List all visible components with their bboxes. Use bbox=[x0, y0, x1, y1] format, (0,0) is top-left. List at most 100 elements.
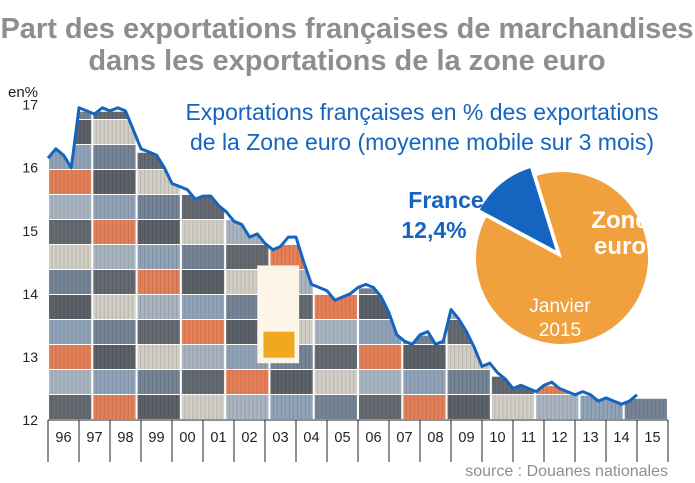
pie-slice-france bbox=[479, 168, 556, 251]
container-block bbox=[359, 395, 402, 419]
container-block bbox=[226, 245, 269, 269]
container-block bbox=[403, 395, 446, 419]
container-block bbox=[49, 295, 92, 319]
container-block bbox=[359, 370, 402, 394]
y-axis-ticks: 12 13 14 15 16 17 bbox=[22, 97, 38, 428]
container-block bbox=[93, 320, 136, 344]
container-block bbox=[314, 345, 357, 369]
x-tick-label: 10 bbox=[489, 430, 505, 446]
container-block bbox=[137, 395, 180, 419]
x-tick-label: 09 bbox=[458, 430, 474, 446]
container-block bbox=[137, 245, 180, 269]
container-block bbox=[181, 370, 225, 394]
x-tick-label: 97 bbox=[86, 430, 102, 446]
container-block bbox=[93, 120, 136, 144]
x-tick-label: 03 bbox=[272, 430, 288, 446]
x-tick-label: 05 bbox=[334, 430, 350, 446]
container-block bbox=[314, 370, 357, 394]
container-block bbox=[49, 195, 92, 219]
container-block bbox=[181, 295, 225, 319]
pie-label-france: France bbox=[408, 187, 483, 213]
x-tick-label: 96 bbox=[55, 430, 71, 446]
container-block bbox=[49, 395, 92, 419]
legend-line1: Exportations françaises en % des exporta… bbox=[185, 99, 658, 125]
x-tick-label: 02 bbox=[241, 430, 257, 446]
crane-load bbox=[263, 331, 295, 358]
container-block bbox=[49, 320, 92, 344]
y-tick-label: 14 bbox=[22, 286, 38, 302]
x-tick-label: 07 bbox=[396, 430, 412, 446]
container-block bbox=[49, 245, 92, 269]
container-block bbox=[447, 370, 490, 394]
container-block bbox=[181, 220, 225, 244]
x-tick-label: 08 bbox=[427, 430, 443, 446]
series-area-mask bbox=[48, 92, 637, 405]
pie-label-zone: Zone bbox=[591, 207, 648, 234]
chart-title-line1: Part des exportations françaises de marc… bbox=[0, 13, 693, 45]
container-block bbox=[447, 395, 490, 419]
container-block bbox=[226, 370, 269, 394]
container-block bbox=[93, 170, 136, 194]
y-tick-label: 13 bbox=[22, 349, 38, 365]
container-block bbox=[93, 195, 136, 219]
container-block bbox=[137, 345, 180, 369]
container-block bbox=[181, 345, 225, 369]
x-tick-label: 04 bbox=[303, 430, 319, 446]
pie-slice-zone-euro bbox=[475, 172, 648, 344]
y-tick-label: 17 bbox=[22, 97, 38, 113]
container-block bbox=[137, 370, 180, 394]
x-tick-label: 14 bbox=[613, 430, 629, 446]
pie-label-euro: euro bbox=[594, 233, 646, 260]
x-tick-label: 06 bbox=[365, 430, 381, 446]
container-block bbox=[137, 270, 180, 294]
container-block bbox=[536, 386, 579, 394]
container-block bbox=[137, 195, 180, 219]
container-block bbox=[181, 245, 225, 269]
container-block bbox=[93, 145, 136, 169]
y-axis-unit: en% bbox=[8, 84, 38, 101]
container-block bbox=[270, 370, 313, 394]
container-block bbox=[49, 220, 92, 244]
pie-value-france: 12,4% bbox=[401, 217, 466, 243]
y-tick-label: 12 bbox=[22, 412, 38, 428]
container-block bbox=[49, 345, 92, 369]
legend-line2: de la Zone euro (moyenne mobile sur 3 mo… bbox=[190, 129, 654, 155]
container-block bbox=[93, 345, 136, 369]
series-line-france-share bbox=[46, 106, 638, 406]
x-tick-label: 98 bbox=[117, 430, 133, 446]
container-block bbox=[49, 170, 92, 194]
container-block bbox=[359, 345, 402, 369]
container-block bbox=[403, 335, 446, 344]
y-tick-label: 16 bbox=[22, 160, 38, 176]
container-block bbox=[137, 295, 180, 319]
chart-title-line2: dans les exportations de la zone euro bbox=[88, 45, 605, 77]
x-tick-label: 15 bbox=[644, 430, 660, 446]
container-block bbox=[93, 111, 136, 119]
container-block bbox=[314, 320, 357, 344]
container-block bbox=[403, 370, 446, 394]
container-block bbox=[491, 395, 535, 419]
container-block bbox=[181, 395, 225, 419]
pie-note-year: 2015 bbox=[539, 320, 581, 341]
container-block bbox=[181, 270, 225, 294]
x-axis: 96 97 98 99 00 01 02 03 04 05 06 07 08 09 10 11 12 13 14 15 bbox=[47, 419, 669, 462]
source-note: source : Douanes nationales bbox=[465, 463, 668, 480]
pie-chart: Zone euro Janvier 2015 bbox=[475, 168, 649, 344]
container-block bbox=[93, 270, 136, 294]
x-tick-label: 12 bbox=[551, 430, 567, 446]
x-tick-label: 11 bbox=[521, 430, 536, 446]
container-block bbox=[93, 395, 136, 419]
container-block bbox=[49, 370, 92, 394]
container-block bbox=[137, 320, 180, 344]
x-tick-label: 01 bbox=[210, 430, 226, 446]
x-tick-label: 00 bbox=[179, 430, 195, 446]
container-block bbox=[49, 270, 92, 294]
container-block bbox=[93, 220, 136, 244]
y-tick-label: 15 bbox=[22, 223, 38, 239]
pie-note-month: Janvier bbox=[529, 296, 591, 317]
x-tick-label: 13 bbox=[582, 430, 598, 446]
container-block bbox=[93, 295, 136, 319]
container-block bbox=[403, 345, 446, 369]
